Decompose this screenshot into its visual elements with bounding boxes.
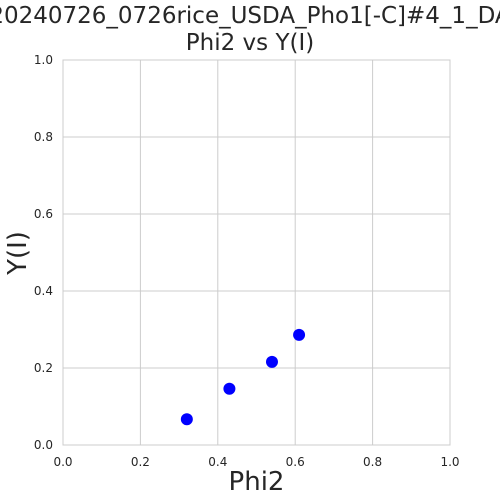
y-tick-label: 0.6 [34,207,53,221]
plot-frame [63,60,450,445]
y-tick-label: 0.2 [34,361,53,375]
y-tick-label: 0.4 [34,284,53,298]
data-point [223,383,235,395]
data-point [266,356,278,368]
y-tick-labels: 0.0 0.2 0.4 0.6 0.8 1.0 [34,53,53,452]
grid-lines [63,60,450,445]
y-tick-label: 0.0 [34,438,53,452]
data-point [181,413,193,425]
y-tick-label: 0.8 [34,130,53,144]
x-axis-label: Phi2 [63,467,450,497]
y-axis-label: Y(I) [3,198,33,308]
y-tick-label: 1.0 [34,53,53,67]
data-points [181,329,305,425]
data-point [293,329,305,341]
